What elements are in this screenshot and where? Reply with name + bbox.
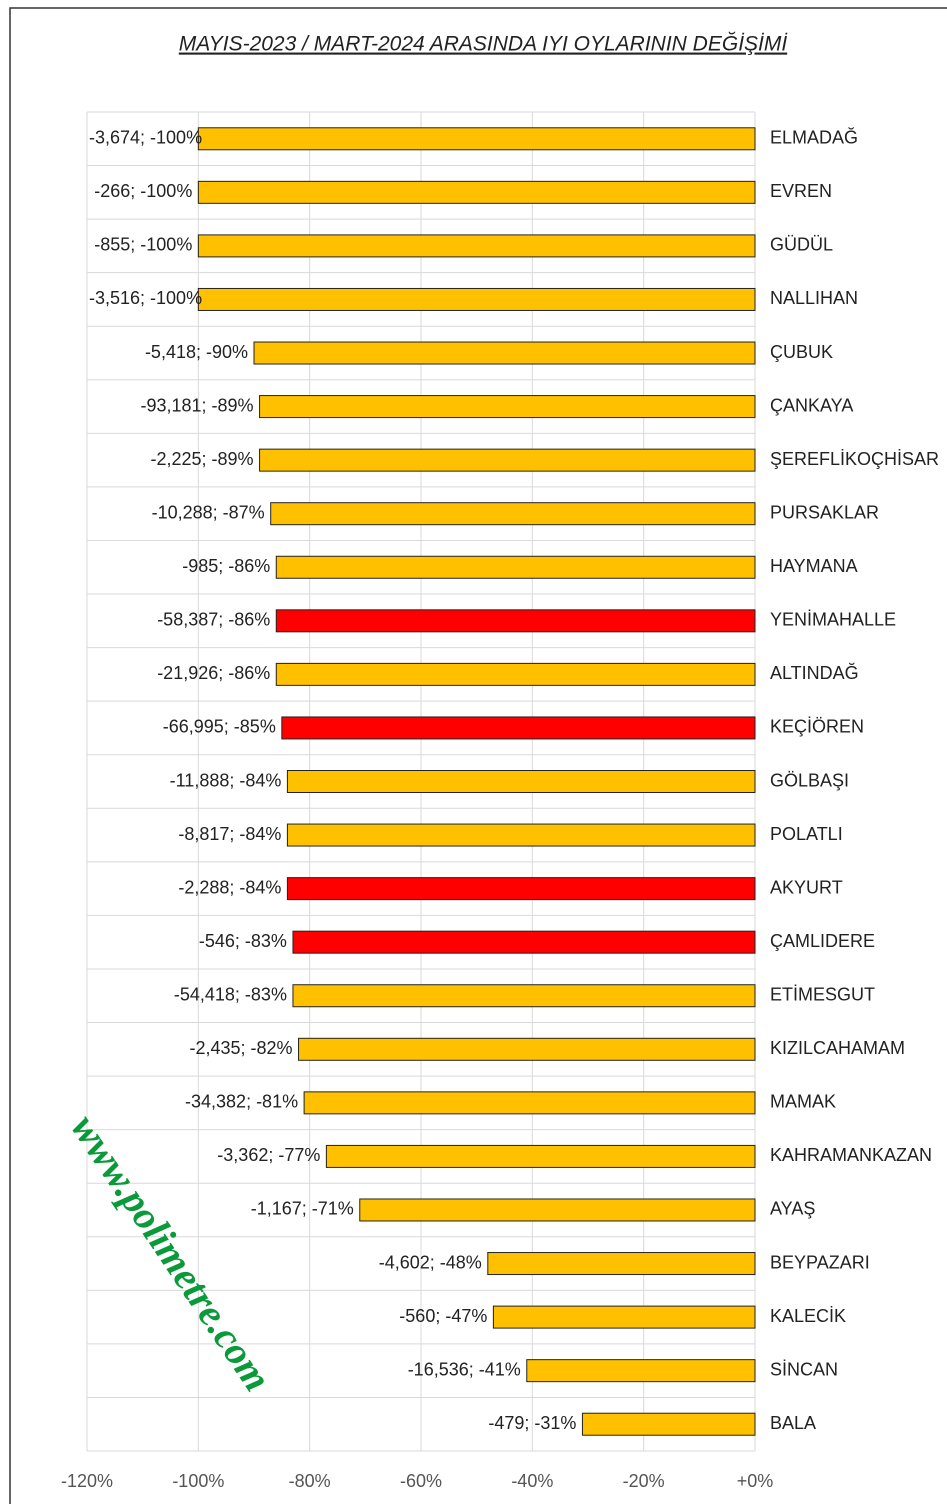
- x-tick-label: -60%: [400, 1471, 442, 1491]
- data-label: -34,382; -81%: [185, 1092, 298, 1112]
- bar: [581, 1412, 756, 1436]
- chart-title: MAYIS-2023 / MART-2024 ARASINDA IYI OYLA…: [179, 33, 789, 56]
- data-label: -985; -86%: [182, 556, 270, 576]
- x-tick-label: -120%: [61, 1471, 113, 1491]
- bar: [298, 1037, 756, 1061]
- data-label: -8,817; -84%: [178, 824, 281, 844]
- category-label: EVREN: [770, 181, 832, 201]
- bar: [286, 823, 756, 847]
- bar: [286, 877, 756, 901]
- data-label: -855; -100%: [94, 235, 192, 255]
- category-label: GÖLBAŞI: [770, 770, 849, 790]
- bar: [275, 662, 756, 686]
- bar: [359, 1198, 756, 1222]
- bar: [286, 770, 756, 793]
- x-tick-label: -20%: [623, 1471, 665, 1491]
- category-label: KAHRAMANKAZAN: [770, 1145, 932, 1165]
- data-label: -66,995; -85%: [163, 717, 276, 737]
- bar: [303, 1091, 756, 1115]
- category-label: NALLIHAN: [770, 288, 858, 308]
- data-label: -58,387; -86%: [157, 610, 270, 630]
- data-label: -2,435; -82%: [189, 1038, 292, 1058]
- data-label: -5,418; -90%: [145, 342, 248, 362]
- category-label: ETİMESGUT: [770, 984, 875, 1004]
- bar: [270, 502, 756, 526]
- bar: [197, 234, 756, 258]
- data-label: -54,418; -83%: [174, 984, 287, 1004]
- data-label: -1,167; -71%: [251, 1199, 354, 1219]
- category-label: BALA: [770, 1413, 816, 1433]
- category-label: MAMAK: [770, 1092, 836, 1112]
- bar: [253, 341, 756, 365]
- data-label: -546; -83%: [199, 931, 287, 951]
- data-label: -3,516; -100%: [89, 288, 202, 308]
- x-tick-label: -100%: [172, 1471, 224, 1491]
- bar: [487, 1252, 756, 1276]
- data-label: -21,926; -86%: [157, 663, 270, 683]
- bar: [292, 930, 756, 954]
- category-label: AYAŞ: [770, 1199, 815, 1219]
- bar: [275, 555, 756, 579]
- category-label: ŞEREFLİKOÇHİSAR: [770, 449, 939, 469]
- bar: [197, 180, 756, 204]
- chart-border: [9, 7, 947, 1504]
- data-label: -560; -47%: [399, 1306, 487, 1326]
- category-label: PURSAKLAR: [770, 502, 879, 522]
- category-label: AKYURT: [770, 877, 843, 897]
- data-label: -3,362; -77%: [217, 1145, 320, 1165]
- bar: [292, 984, 756, 1008]
- data-label: -4,602; -48%: [379, 1252, 482, 1272]
- category-label: POLATLI: [770, 824, 843, 844]
- data-label: -16,536; -41%: [408, 1359, 521, 1379]
- category-label: HAYMANA: [770, 556, 858, 576]
- category-label: GÜDÜL: [770, 235, 833, 255]
- category-label: BEYPAZARI: [770, 1252, 870, 1272]
- data-label: -266; -100%: [94, 181, 192, 201]
- category-label: KIZILCAHAMAM: [770, 1038, 905, 1058]
- category-label: ÇUBUK: [770, 342, 833, 362]
- x-tick-label: -40%: [511, 1471, 553, 1491]
- category-label: KEÇİÖREN: [770, 717, 864, 737]
- data-label: -2,288; -84%: [178, 877, 281, 897]
- data-label: -11,888; -84%: [170, 770, 282, 790]
- bar: [259, 395, 756, 419]
- category-label: ÇAMLIDERE: [770, 931, 875, 951]
- category-label: ELMADAĞ: [770, 127, 858, 148]
- bar: [275, 609, 756, 633]
- category-label: YENİMAHALLE: [770, 610, 896, 630]
- bar: [197, 127, 756, 151]
- category-label: ÇANKAYA: [770, 395, 853, 415]
- bar: [325, 1144, 756, 1168]
- x-tick-label: +0%: [737, 1471, 774, 1491]
- category-label: KALECİK: [770, 1306, 846, 1326]
- labels: ELMADAĞ -3,674; -100% EVREN -266; -100% GÜDÜ…: [89, 127, 939, 1433]
- data-label: -93,181; -89%: [140, 395, 253, 415]
- data-label: -2,225; -89%: [151, 449, 254, 469]
- bar: [281, 716, 756, 740]
- bars: [197, 127, 756, 1436]
- bar: [197, 287, 756, 311]
- data-label: -3,674; -100%: [89, 128, 202, 148]
- bar: [492, 1305, 756, 1329]
- category-label: ALTINDAĞ: [770, 662, 859, 683]
- data-label: -479; -31%: [488, 1413, 576, 1433]
- x-tick-label: -80%: [289, 1471, 331, 1491]
- category-label: SİNCAN: [770, 1359, 838, 1379]
- bar: [259, 448, 756, 472]
- data-label: -10,288; -87%: [152, 502, 265, 522]
- bar: [526, 1359, 756, 1383]
